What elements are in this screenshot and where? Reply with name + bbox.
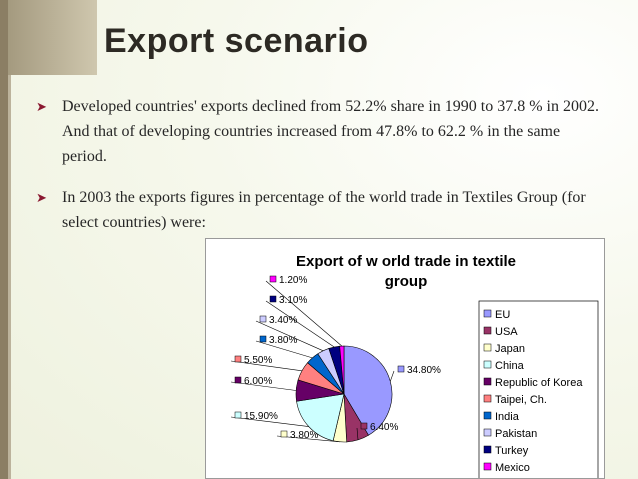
data-label-usa: 6.40% — [370, 422, 398, 433]
chart-title: Export of w orld trade in textile — [296, 253, 516, 270]
title-block-gradient — [8, 0, 97, 75]
data-label-swatch — [397, 365, 405, 373]
pie-chart: Export of w orld trade in textile group 34… — [230, 253, 599, 478]
left-accent-stripe — [8, 0, 11, 479]
leader-line — [276, 435, 340, 443]
data-label-eu: 34.80% — [407, 365, 441, 376]
legend-label-usa: USA — [495, 326, 518, 338]
leader-line — [255, 320, 324, 352]
data-label-swatch — [234, 411, 242, 419]
data-label-swatch — [259, 315, 267, 323]
data-label-swatch — [280, 430, 288, 438]
data-label-swatch — [360, 422, 368, 430]
chart-legend — [478, 300, 599, 478]
pie-slice-mexico — [339, 345, 345, 395]
legend-swatch-india — [483, 411, 492, 420]
data-label-japan: 3.80% — [290, 430, 318, 441]
bullet-arrow-icon: ➤ — [36, 190, 47, 205]
legend-swatch-japan — [483, 343, 492, 352]
data-label-swatch — [269, 295, 277, 303]
bullet-item-2: ➤ In 2003 the exports figures in percent… — [36, 185, 604, 235]
pie-chart-frame: Export of w orld trade in textile group 34… — [205, 238, 605, 479]
legend-label-taipei-ch: Taipei, Ch. — [495, 394, 547, 406]
data-label-india: 3.80% — [269, 335, 297, 346]
legend-label-mexico: Mexico — [495, 462, 530, 474]
legend-label-pakistan: Pakistan — [495, 428, 537, 440]
legend-swatch-turkey — [483, 445, 492, 454]
legend-label-japan: Japan — [495, 343, 525, 355]
data-label-turkey: 3.10% — [279, 295, 307, 306]
data-label-china: 15.90% — [244, 411, 278, 422]
legend-swatch-eu — [483, 309, 492, 318]
left-accent-bar — [0, 0, 8, 479]
leader-line — [390, 370, 395, 382]
legend-label-china: China — [495, 360, 525, 372]
leader-line — [230, 381, 297, 391]
leader-line — [230, 360, 303, 372]
data-label-swatch — [269, 275, 277, 283]
legend-label-turkey: Turkey — [495, 445, 529, 457]
leader-line — [230, 416, 309, 427]
chart-title: group — [385, 273, 428, 290]
data-label-pakistan: 3.40% — [269, 315, 297, 326]
legend-swatch-usa — [483, 326, 492, 335]
legend-swatch-republic-of-korea — [483, 377, 492, 386]
legend-label-india: India — [495, 411, 520, 423]
legend-swatch-pakistan — [483, 428, 492, 437]
data-label-republic-of-korea: 6.00% — [244, 376, 272, 387]
legend-label-eu: EU — [495, 309, 510, 321]
slide-title: Export scenario — [104, 22, 369, 60]
leader-line — [265, 300, 335, 348]
data-label-swatch — [259, 335, 267, 343]
legend-label-republic-of-korea: Republic of Korea — [495, 377, 583, 389]
legend-swatch-china — [483, 360, 492, 369]
leader-line — [356, 427, 359, 440]
data-label-taipei-ch: 5.50% — [244, 355, 272, 366]
legend-swatch-taipei-ch — [483, 394, 492, 403]
data-label-swatch — [234, 376, 242, 384]
bullet-text-2: In 2003 the exports figures in percentag… — [62, 189, 586, 231]
pie-slice-eu — [343, 345, 393, 436]
bullet-item-1: ➤ Developed countries' exports declined … — [36, 94, 604, 169]
legend-swatch-mexico — [483, 462, 492, 471]
data-label-swatch — [234, 355, 242, 363]
leader-line — [255, 340, 313, 359]
data-label-mexico: 1.20% — [279, 275, 307, 286]
leader-line — [265, 280, 342, 347]
bullet-arrow-icon: ➤ — [36, 99, 47, 114]
bullet-text-1: Developed countries' exports declined fr… — [62, 98, 599, 165]
